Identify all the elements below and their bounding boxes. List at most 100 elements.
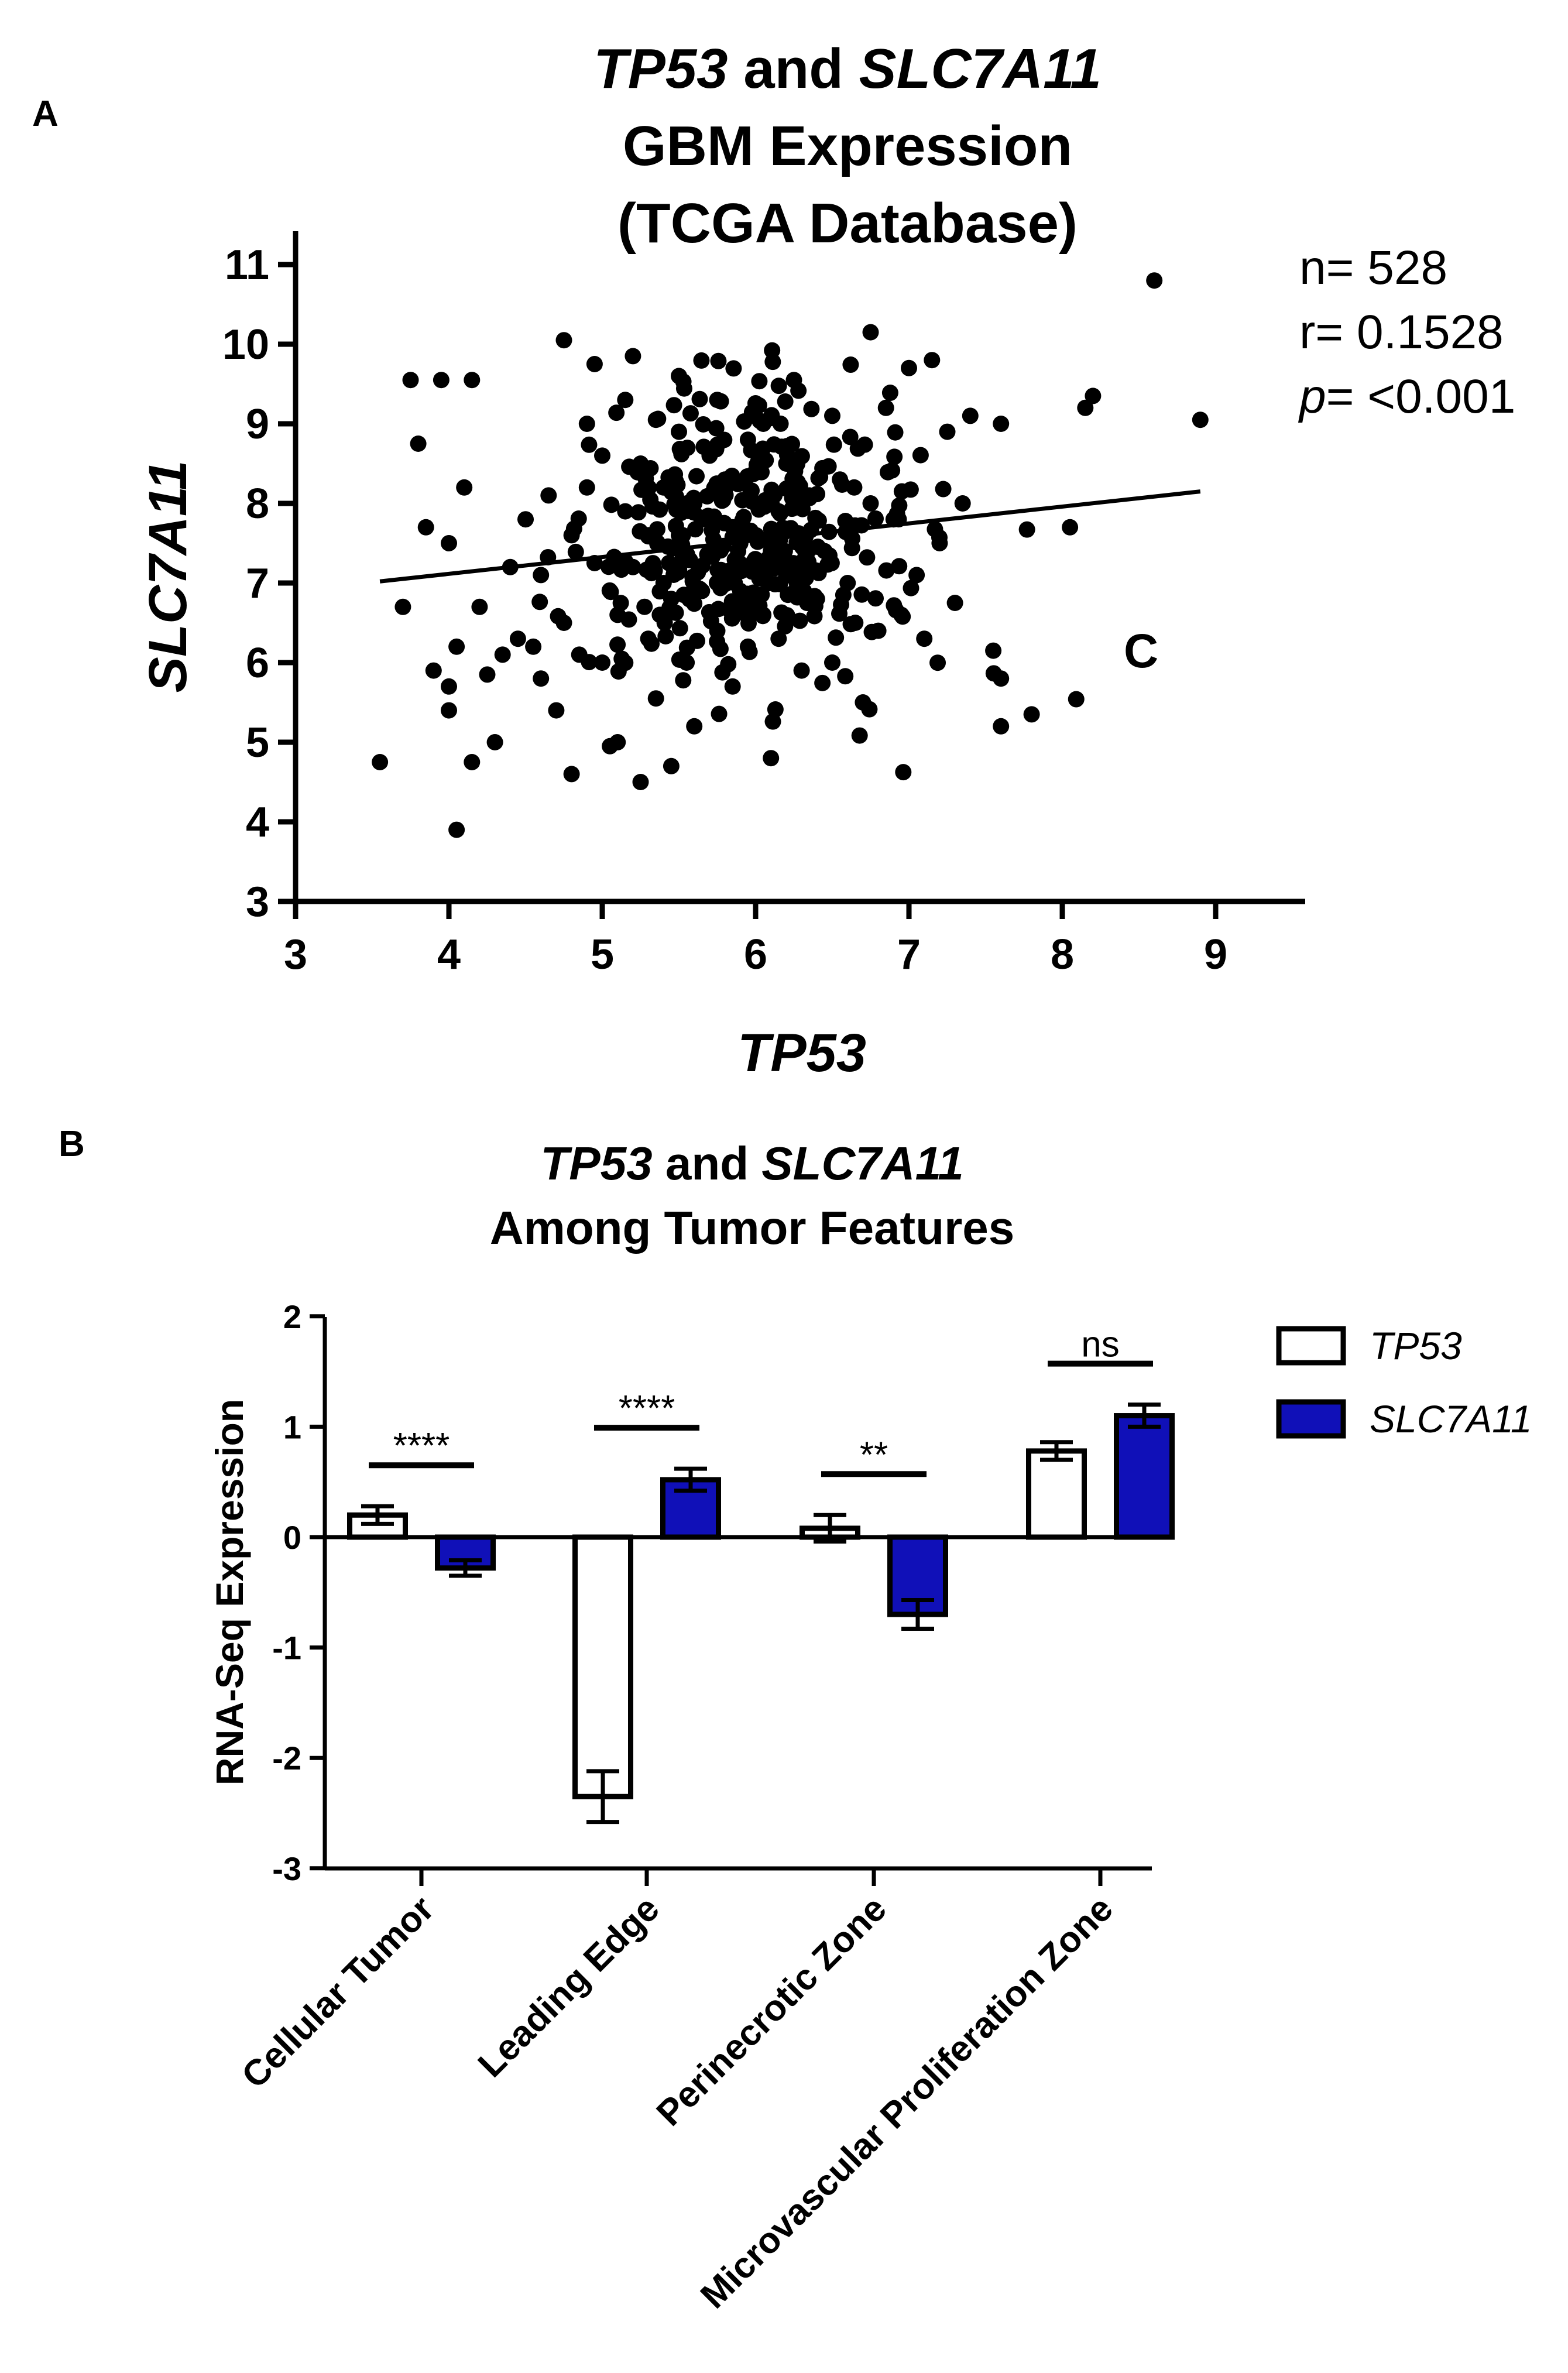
scatter-point <box>578 479 595 496</box>
scatter-point <box>887 424 904 441</box>
scatter-point <box>778 607 795 624</box>
scatter-point <box>567 543 584 560</box>
bar-legend: TP53 SLC7A11 <box>1276 1324 1532 1441</box>
bar-y-tick-label: -1 <box>272 1630 301 1666</box>
bar-title-line1: TP53 and SLC7A11 <box>540 1137 963 1189</box>
scatter-point <box>671 620 688 637</box>
scatter-point <box>842 356 859 373</box>
scatter-point <box>842 428 859 445</box>
panel-a-label: A <box>32 94 59 134</box>
scatter-point <box>675 672 692 689</box>
scatter-point <box>647 690 664 707</box>
scatter-point <box>763 750 780 767</box>
scatter-point <box>867 590 884 607</box>
scatter-x-tick-label: 9 <box>1204 931 1227 978</box>
bar-y-label: RNA-Seq Expression <box>208 1399 251 1785</box>
scatter-x-tick-label: 3 <box>284 931 307 978</box>
scatter-point <box>835 587 852 603</box>
scatter-point <box>800 554 817 571</box>
bar-marks <box>347 1402 1175 1825</box>
scatter-x-tick-label: 6 <box>744 931 767 978</box>
scatter-point <box>924 352 941 369</box>
scatter-point <box>638 561 655 578</box>
scatter-point <box>610 663 627 680</box>
scatter-point <box>743 482 760 499</box>
scatter-point <box>1018 521 1035 538</box>
scatter-point <box>751 373 768 390</box>
scatter-point <box>625 348 641 365</box>
scatter-point <box>770 378 787 395</box>
scatter-point <box>823 554 840 571</box>
stat-p: p= <0.001 <box>1298 370 1515 423</box>
scatter-point <box>687 521 704 538</box>
scatter-point <box>693 352 710 369</box>
panel-b-label: B <box>59 1124 85 1164</box>
scatter-point <box>793 662 810 679</box>
scatter-y-tick-label: 8 <box>246 481 269 527</box>
scatter-point <box>814 674 831 691</box>
scatter-point <box>954 495 971 512</box>
bar-y-tick-label: -2 <box>272 1740 301 1777</box>
scatter-point <box>691 390 708 407</box>
scatter-point <box>471 598 488 615</box>
scatter-point <box>895 764 912 781</box>
scatter-point <box>756 498 773 515</box>
scatter-point <box>844 530 861 547</box>
scatter-x-tick-label: 7 <box>897 931 921 978</box>
scatter-point <box>891 558 908 575</box>
scatter-point <box>667 488 684 505</box>
scatter-point <box>851 727 868 744</box>
significance-label: ** <box>860 1435 888 1475</box>
scatter-y-tick-label: 5 <box>246 719 269 766</box>
scatter-title-line2: GBM Expression <box>623 115 1072 177</box>
scatter-point <box>743 442 760 459</box>
scatter-point <box>946 595 963 611</box>
scatter-point <box>550 608 567 625</box>
scatter-point <box>594 447 610 464</box>
scatter-point <box>650 410 667 427</box>
scatter-point <box>603 496 620 513</box>
scatter-point <box>939 423 956 440</box>
panel-b-bar: B TP53 and SLC7A11 Among Tumor Features … <box>59 1124 1532 2316</box>
scatter-point <box>578 416 595 432</box>
scatter-point <box>993 718 1010 735</box>
scatter-point <box>831 605 848 622</box>
scatter-point <box>643 635 660 652</box>
scatter-point <box>859 549 876 566</box>
scatter-point <box>962 407 979 424</box>
scatter-point <box>799 595 816 612</box>
legend-swatch-slc7a11 <box>1276 1399 1346 1439</box>
scatter-point <box>636 598 653 615</box>
scatter-point <box>708 420 725 437</box>
category-label: Cellular Tumor <box>234 1888 442 2096</box>
scatter-point <box>993 416 1010 432</box>
scatter-point <box>630 504 647 521</box>
scatter-point <box>486 734 503 750</box>
scatter-point <box>824 407 840 424</box>
scatter-points <box>372 272 1209 838</box>
scatter-point <box>617 503 634 520</box>
scatter-point <box>985 642 1002 659</box>
scatter-point <box>912 447 929 464</box>
scatter-point <box>867 510 884 527</box>
scatter-point <box>665 397 682 414</box>
scatter-point <box>525 638 542 655</box>
scatter-point <box>828 629 845 646</box>
bar-slc7a11 <box>1114 1413 1175 1540</box>
bar-y-tick-label: 1 <box>283 1408 301 1445</box>
scatter-point <box>770 630 787 647</box>
scatter-point <box>433 372 450 389</box>
scatter-point <box>682 405 699 422</box>
scatter-point <box>410 435 427 452</box>
scatter-point <box>901 359 917 376</box>
scatter-point <box>1023 706 1040 723</box>
stat-r: r= 0.1528 <box>1299 306 1504 359</box>
scatter-point <box>494 646 511 663</box>
scatter-point <box>673 445 690 462</box>
scatter-point <box>448 638 465 655</box>
scatter-point <box>886 597 903 614</box>
scatter-point <box>681 551 698 568</box>
scatter-point <box>667 466 684 483</box>
scatter-x-label: TP53 <box>737 1023 866 1083</box>
scatter-point <box>699 507 716 524</box>
